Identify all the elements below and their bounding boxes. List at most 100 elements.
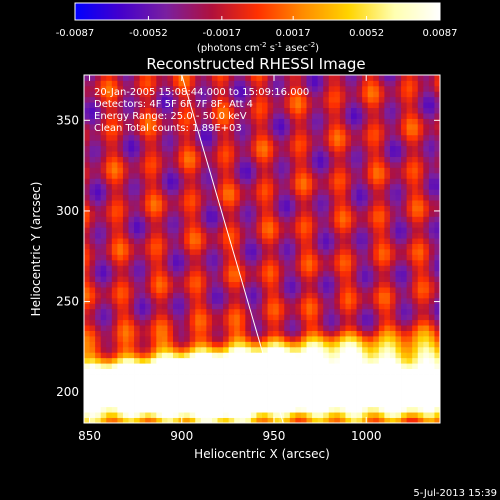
heatmap-pixel <box>384 113 391 119</box>
heatmap-pixel <box>406 85 413 92</box>
heatmap-pixel <box>95 363 102 370</box>
heatmap-pixel <box>328 80 335 87</box>
heatmap-pixel <box>150 259 157 266</box>
heatmap-pixel <box>184 341 191 348</box>
heatmap-pixel <box>234 384 241 391</box>
heatmap-pixel <box>128 243 135 250</box>
heatmap-pixel <box>395 265 402 272</box>
heatmap-pixel <box>134 227 141 234</box>
heatmap-pixel <box>428 336 435 342</box>
heatmap-pixel <box>351 297 357 304</box>
heatmap-pixel <box>173 140 179 147</box>
heatmap-pixel <box>389 259 396 266</box>
heatmap-pixel <box>395 134 402 141</box>
heatmap-pixel <box>406 384 413 391</box>
heatmap-pixel <box>106 162 113 168</box>
heatmap-pixel <box>406 75 413 81</box>
heatmap-pixel <box>273 221 280 228</box>
heatmap-pixel <box>228 75 235 81</box>
heatmap-pixel <box>145 357 152 364</box>
heatmap-pixel <box>412 412 419 418</box>
heatmap-pixel <box>106 172 113 179</box>
heatmap-pixel <box>234 183 241 190</box>
heatmap-pixel <box>356 254 363 261</box>
heatmap-pixel <box>295 341 302 348</box>
heatmap-pixel <box>300 281 307 288</box>
heatmap-pixel <box>284 75 291 81</box>
heatmap-pixel <box>262 205 268 212</box>
heatmap-pixel <box>189 205 196 212</box>
heatmap-pixel <box>84 140 90 147</box>
heatmap-pixel <box>195 401 202 408</box>
heatmap-pixel <box>228 178 235 185</box>
heatmap-pixel <box>139 102 146 109</box>
heatmap-pixel <box>167 221 174 228</box>
heatmap-pixel <box>223 145 230 152</box>
heatmap-pixel <box>250 270 257 277</box>
heatmap-pixel <box>312 292 319 299</box>
heatmap-pixel <box>312 374 319 380</box>
heatmap-pixel <box>111 200 118 206</box>
heatmap-pixel <box>345 172 352 179</box>
heatmap-pixel <box>373 368 380 375</box>
heatmap-pixel <box>106 259 113 266</box>
heatmap-pixel <box>295 297 302 304</box>
heatmap-pixel <box>256 107 263 114</box>
heatmap-pixel <box>145 297 152 304</box>
heatmap-pixel <box>184 336 191 342</box>
heatmap-pixel <box>289 102 296 109</box>
heatmap-pixel <box>139 401 146 408</box>
heatmap-pixel <box>256 395 263 402</box>
heatmap-pixel <box>150 330 157 337</box>
heatmap-pixel <box>328 346 335 353</box>
heatmap-pixel <box>373 189 380 196</box>
heatmap-pixel <box>362 297 369 304</box>
heatmap-pixel <box>250 113 257 119</box>
heatmap-pixel <box>106 134 113 141</box>
heatmap-pixel <box>306 200 313 206</box>
heatmap-pixel <box>434 314 440 321</box>
heatmap-pixel <box>128 281 135 288</box>
heatmap-pixel <box>167 330 174 337</box>
heatmap-pixel <box>245 308 252 315</box>
heatmap-pixel <box>128 346 135 353</box>
heatmap-pixel <box>300 134 307 141</box>
heatmap-pixel <box>178 303 185 310</box>
heatmap-pixel <box>223 379 230 386</box>
heatmap-pixel <box>217 183 224 190</box>
heatmap-pixel <box>245 346 252 353</box>
heatmap-pixel <box>173 123 179 130</box>
heatmap-pixel <box>245 406 252 413</box>
heatmap-pixel <box>234 123 241 130</box>
heatmap-pixel <box>339 363 346 370</box>
heatmap-pixel <box>178 330 185 337</box>
heatmap-pixel <box>378 308 385 315</box>
heatmap-pixel <box>378 341 385 348</box>
heatmap-pixel <box>256 287 263 293</box>
heatmap-pixel <box>312 265 319 272</box>
heatmap-pixel <box>351 123 357 130</box>
heatmap-pixel <box>178 363 185 370</box>
heatmap-pixel <box>250 308 257 315</box>
heatmap-pixel <box>334 384 341 391</box>
heatmap-pixel <box>351 96 357 103</box>
heatmap-pixel <box>373 194 380 201</box>
heatmap-pixel <box>417 172 424 179</box>
heatmap-pixel <box>128 129 135 136</box>
heatmap-pixel <box>317 221 324 228</box>
heatmap-pixel <box>245 91 252 98</box>
heatmap-pixel <box>367 134 374 141</box>
heatmap-pixel <box>122 292 129 299</box>
heatmap-pixel <box>423 205 430 212</box>
heatmap-pixel <box>284 80 291 87</box>
heatmap-pixel <box>234 374 241 380</box>
heatmap-pixel <box>295 406 302 413</box>
heatmap-pixel <box>412 281 419 288</box>
heatmap-pixel <box>306 346 313 353</box>
heatmap-pixel <box>95 390 102 397</box>
heatmap-pixel <box>234 417 241 423</box>
heatmap-pixel <box>423 123 430 130</box>
heatmap-pixel <box>150 113 157 119</box>
heatmap-pixel <box>161 107 168 114</box>
heatmap-pixel <box>122 412 129 418</box>
